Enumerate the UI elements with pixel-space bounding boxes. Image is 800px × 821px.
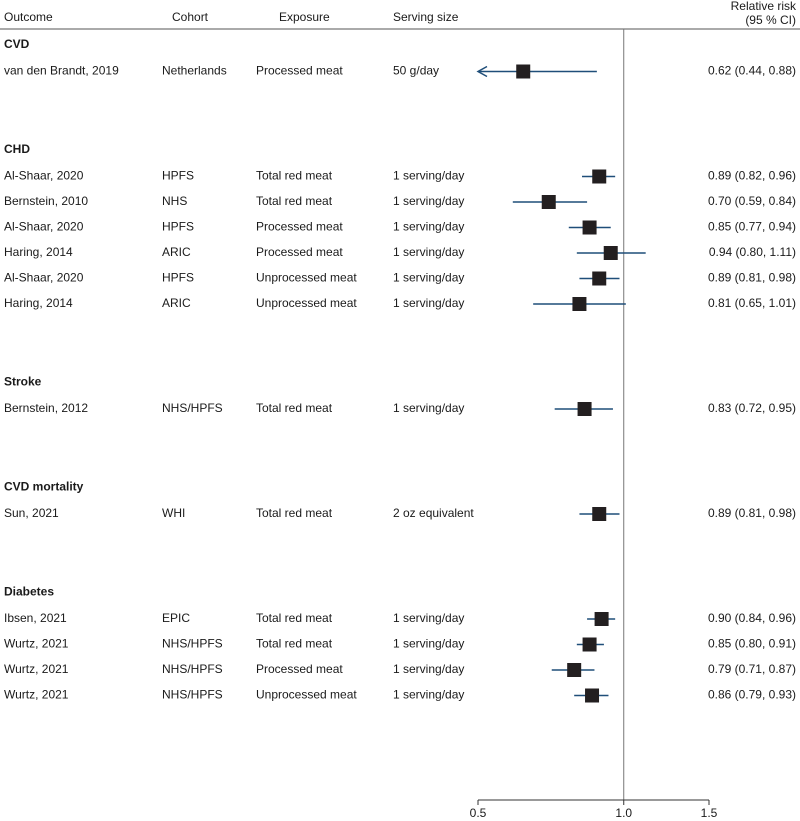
exposure: Processed meat (256, 245, 343, 259)
ci-label: 0.90 (0.84, 0.96) (708, 611, 796, 625)
cohort: NHS/HPFS (162, 637, 223, 651)
serving: 1 serving/day (393, 637, 464, 651)
group-label: CVD (4, 37, 30, 51)
cohort: NHS (162, 194, 187, 208)
ci-label: 0.62 (0.44, 0.88) (708, 64, 796, 78)
header-exposure: Exposure (279, 10, 330, 24)
x-tick-label: 1.0 (615, 806, 632, 820)
ci-label: 0.79 (0.71, 0.87) (708, 662, 796, 676)
header-cohort: Cohort (172, 10, 209, 24)
serving: 1 serving/day (393, 401, 464, 415)
serving: 1 serving/day (393, 688, 464, 702)
estimate-box (582, 637, 597, 652)
serving: 50 g/day (393, 64, 439, 78)
ci-label: 0.85 (0.77, 0.94) (708, 220, 796, 234)
study: Haring, 2014 (4, 296, 73, 310)
exposure: Total red meat (256, 401, 333, 415)
study: Sun, 2021 (4, 506, 59, 520)
x-tick-label: 1.5 (701, 806, 718, 820)
estimate-box (585, 688, 600, 703)
cohort: Netherlands (162, 64, 227, 78)
cohort: NHS/HPFS (162, 401, 223, 415)
ci-label: 0.86 (0.79, 0.93) (708, 688, 796, 702)
estimate-box (592, 271, 607, 286)
study: Wurtz, 2021 (4, 688, 69, 702)
ci-arrow (476, 65, 488, 78)
serving: 1 serving/day (393, 662, 464, 676)
serving: 1 serving/day (393, 296, 464, 310)
serving: 1 serving/day (393, 611, 464, 625)
serving: 1 serving/day (393, 194, 464, 208)
estimate-box (592, 507, 607, 521)
group-label: Diabetes (4, 585, 54, 599)
cohort: ARIC (162, 296, 191, 310)
exposure: Unprocessed meat (256, 688, 357, 702)
study: Wurtz, 2021 (4, 637, 69, 651)
group-label: Stroke (4, 375, 42, 389)
estimate-box (516, 64, 531, 79)
estimate-box (567, 663, 582, 677)
cohort: ARIC (162, 245, 191, 259)
study: Ibsen, 2021 (4, 611, 67, 625)
ci-label: 0.89 (0.81, 0.98) (708, 506, 796, 520)
cohort: NHS/HPFS (162, 662, 223, 676)
ci-label: 0.89 (0.82, 0.96) (708, 169, 796, 183)
ci-label: 0.89 (0.81, 0.98) (708, 271, 796, 285)
serving: 1 serving/day (393, 271, 464, 285)
serving: 1 serving/day (393, 245, 464, 259)
exposure: Total red meat (256, 194, 333, 208)
exposure: Unprocessed meat (256, 271, 357, 285)
study: Al-Shaar, 2020 (4, 220, 84, 234)
study: Al-Shaar, 2020 (4, 169, 84, 183)
ci-label: 0.94 (0.80, 1.11) (709, 245, 796, 259)
study: Bernstein, 2010 (4, 194, 88, 208)
estimate-box (603, 246, 618, 260)
cohort: HPFS (162, 271, 194, 285)
cohort: EPIC (162, 611, 190, 625)
cohort: WHI (162, 506, 185, 520)
ci-label: 0.81 (0.65, 1.01) (708, 296, 796, 310)
study: van den Brandt, 2019 (4, 64, 119, 78)
group-label: CVD mortality (4, 480, 84, 494)
serving: 1 serving/day (393, 220, 464, 234)
exposure: Total red meat (256, 506, 333, 520)
exposure: Processed meat (256, 220, 343, 234)
group-label: CHD (4, 142, 30, 156)
exposure: Total red meat (256, 637, 333, 651)
estimate-box (572, 297, 587, 311)
estimate-box (582, 220, 597, 235)
header-ci-title: Relative risk (731, 0, 797, 13)
header-ci-subtitle: (95 % CI) (745, 13, 796, 27)
estimate-box (541, 195, 556, 209)
study: Bernstein, 2012 (4, 401, 88, 415)
serving: 1 serving/day (393, 169, 464, 183)
exposure: Unprocessed meat (256, 296, 357, 310)
exposure: Processed meat (256, 64, 343, 78)
x-tick-label: 0.5 (470, 806, 487, 820)
estimate-box (592, 169, 607, 184)
ci-label: 0.70 (0.59, 0.84) (708, 194, 796, 208)
estimate-box (577, 402, 592, 416)
ci-label: 0.83 (0.72, 0.95) (708, 401, 796, 415)
exposure: Total red meat (256, 169, 333, 183)
serving: 2 oz equivalent (393, 506, 474, 520)
cohort: NHS/HPFS (162, 688, 223, 702)
exposure: Total red meat (256, 611, 333, 625)
study: Wurtz, 2021 (4, 662, 69, 676)
header-outcome: Outcome (4, 10, 53, 24)
study: Haring, 2014 (4, 245, 73, 259)
cohort: HPFS (162, 220, 194, 234)
exposure: Processed meat (256, 662, 343, 676)
study: Al-Shaar, 2020 (4, 271, 84, 285)
ci-label: 0.85 (0.80, 0.91) (708, 637, 796, 651)
estimate-box (594, 612, 609, 626)
header-serving: Serving size (393, 10, 459, 24)
cohort: HPFS (162, 169, 194, 183)
